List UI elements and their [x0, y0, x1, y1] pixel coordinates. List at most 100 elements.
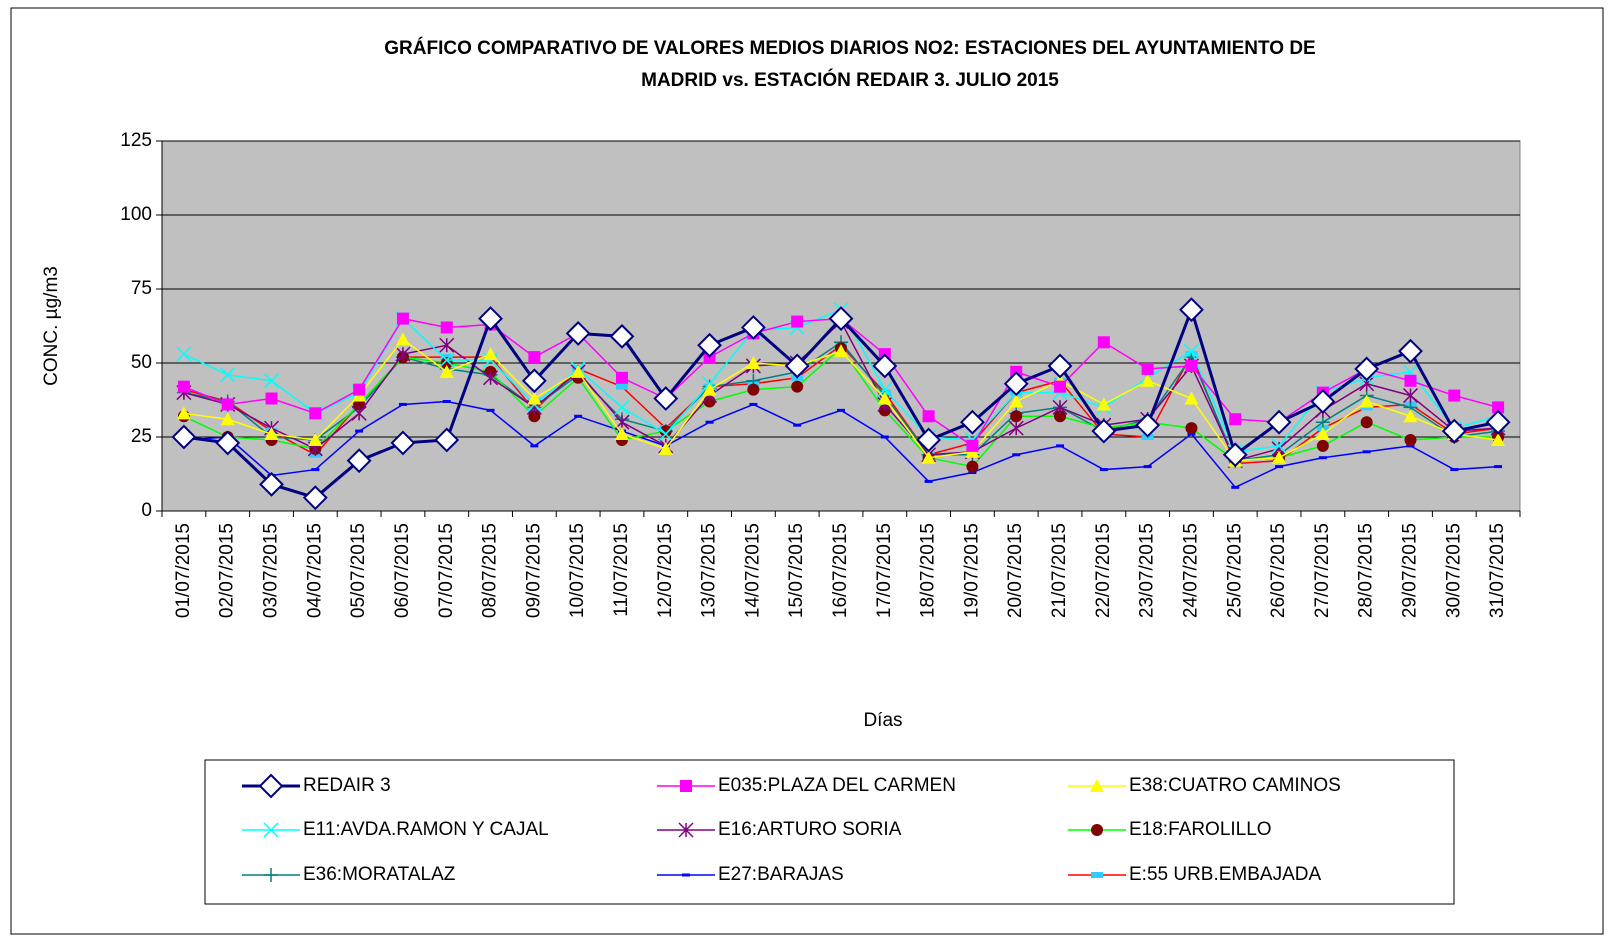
- data-point: [302, 485, 328, 511]
- data-point: [921, 450, 936, 464]
- data-point: [440, 321, 453, 334]
- data-point-part: [615, 383, 628, 390]
- data-point: [527, 391, 542, 405]
- data-point: [1052, 399, 1068, 415]
- x-tick-label: 08/07/2015: [480, 523, 501, 618]
- data-point-part: [1404, 433, 1417, 446]
- data-point-part: [960, 409, 985, 435]
- data-point: [309, 407, 322, 420]
- data-point-part: [614, 399, 630, 415]
- data-point: [614, 427, 629, 441]
- data-point-part: [220, 412, 235, 426]
- data-point: [747, 383, 760, 396]
- x-tick-label: 19/07/2015: [961, 523, 982, 618]
- legend-label: E36:MORATALAZ: [303, 864, 456, 885]
- data-point: [1360, 416, 1373, 429]
- x-tick-label: 06/07/2015: [392, 523, 413, 618]
- y-tick-label: 0: [141, 500, 152, 521]
- data-point-part: [390, 430, 416, 456]
- data-point-part: [221, 398, 234, 411]
- legend-marker-part: [1091, 824, 1103, 836]
- data-point-part: [395, 332, 410, 346]
- data-point: [658, 441, 673, 455]
- data-point-part: [1054, 380, 1067, 393]
- data-point: [1054, 380, 1067, 393]
- data-point: [1441, 418, 1467, 444]
- data-point-part: [784, 353, 810, 379]
- data-point-part: [1448, 389, 1461, 402]
- data-point: [614, 399, 630, 415]
- data-point: [1315, 415, 1330, 430]
- data-point-part: [395, 346, 411, 362]
- data-point-part: [434, 427, 460, 453]
- legend-label: REDAIR 3: [303, 775, 391, 796]
- x-tick-label: 01/07/2015: [173, 523, 194, 618]
- legend-label: E18:FAROLILLO: [1129, 819, 1272, 840]
- data-point: [1047, 353, 1073, 379]
- data-point: [396, 312, 409, 325]
- legend-label: E035:PLAZA DEL CARMEN: [718, 775, 956, 796]
- data-point: [351, 405, 367, 421]
- legend-marker-part: [263, 822, 279, 838]
- data-point-part: [1179, 297, 1204, 323]
- data-point-part: [1316, 439, 1329, 452]
- data-point-part: [215, 430, 241, 456]
- data-point: [1135, 412, 1161, 438]
- data-point: [872, 353, 898, 379]
- data-point-part: [1185, 359, 1198, 372]
- data-point-part: [220, 367, 236, 383]
- legend-marker-part: [680, 780, 692, 792]
- data-point: [740, 315, 766, 340]
- x-tick-label: 27/07/2015: [1312, 523, 1333, 618]
- data-point-part: [746, 356, 761, 369]
- data-point-part: [1054, 410, 1067, 423]
- data-point: [221, 398, 234, 411]
- data-point: [390, 430, 416, 456]
- data-point-part: [308, 432, 323, 446]
- data-point: [483, 347, 498, 361]
- x-tick-label: 24/07/2015: [1180, 523, 1201, 618]
- data-point: [346, 448, 372, 474]
- data-point: [1315, 427, 1330, 441]
- data-point-part: [1485, 409, 1511, 435]
- legend-marker-part: [1091, 872, 1103, 878]
- data-point: [528, 410, 541, 423]
- data-point-part: [439, 352, 455, 368]
- data-point: [966, 460, 979, 473]
- data-point-part: [1403, 409, 1418, 423]
- data-point: [1354, 356, 1380, 382]
- data-point: [478, 306, 503, 332]
- data-point: [308, 432, 323, 446]
- data-point-part: [171, 424, 197, 450]
- data-point: [922, 410, 935, 423]
- x-tick-label: 30/07/2015: [1443, 523, 1464, 618]
- data-point: [521, 368, 547, 394]
- legend-label: E38:CUATRO CAMINOS: [1129, 775, 1341, 796]
- x-tick-label: 09/07/2015: [523, 523, 544, 618]
- data-point-part: [1271, 438, 1287, 454]
- x-tick-label: 18/07/2015: [918, 523, 939, 618]
- data-point: [1003, 371, 1029, 397]
- data-point-part: [1140, 373, 1155, 387]
- data-point: [966, 439, 979, 452]
- data-point-part: [1184, 391, 1199, 405]
- data-point-part: [353, 383, 366, 396]
- legend-marker: [680, 780, 692, 792]
- data-point-part: [263, 373, 280, 389]
- x-tick-label: 16/07/2015: [830, 523, 851, 618]
- data-point-part: [1315, 415, 1330, 430]
- x-tick-label: 17/07/2015: [874, 523, 895, 618]
- data-point-part: [396, 312, 409, 325]
- data-point-part: [439, 337, 455, 353]
- legend-marker: [264, 868, 278, 882]
- data-point-part: [1354, 356, 1380, 382]
- data-point-part: [653, 386, 679, 411]
- data-point: [1096, 397, 1111, 411]
- data-point-part: [1003, 371, 1029, 397]
- x-tick-label: 23/07/2015: [1137, 523, 1158, 618]
- data-point-part: [521, 368, 547, 394]
- data-point-part: [1047, 353, 1073, 379]
- data-point: [791, 315, 804, 328]
- data-point-part: [259, 471, 284, 497]
